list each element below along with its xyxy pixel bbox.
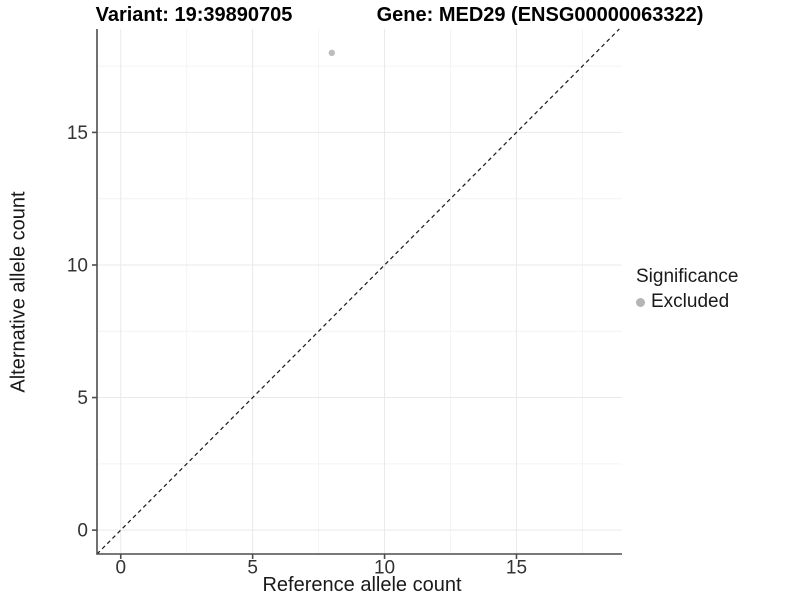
- x-axis-title: Reference allele count: [262, 574, 462, 596]
- legend: Significance Excluded: [636, 266, 738, 313]
- y-axis-title: Alternative allele count: [7, 191, 30, 393]
- identity-line: [96, 28, 620, 555]
- excluded-point-marker-icon: [636, 297, 645, 307]
- variant-title: Variant: 19:39890705: [95, 4, 293, 26]
- x-tick-label: 0: [115, 558, 126, 579]
- x-tick-label: 5: [247, 558, 258, 579]
- y-tick-label: 0: [77, 521, 88, 542]
- data-point: [328, 49, 335, 57]
- x-tick-label: 15: [506, 558, 527, 579]
- x-tick-label: 10: [374, 558, 395, 579]
- y-tick-label: 10: [67, 255, 88, 276]
- y-tick-label: 15: [67, 123, 88, 144]
- gene-title: Gene: MED29 (ENSG00000063322): [376, 4, 704, 26]
- legend-item-excluded: Excluded: [636, 291, 738, 313]
- legend-item-label: Excluded: [651, 291, 730, 312]
- y-tick-label: 5: [77, 388, 88, 409]
- legend-title: Significance: [636, 266, 739, 287]
